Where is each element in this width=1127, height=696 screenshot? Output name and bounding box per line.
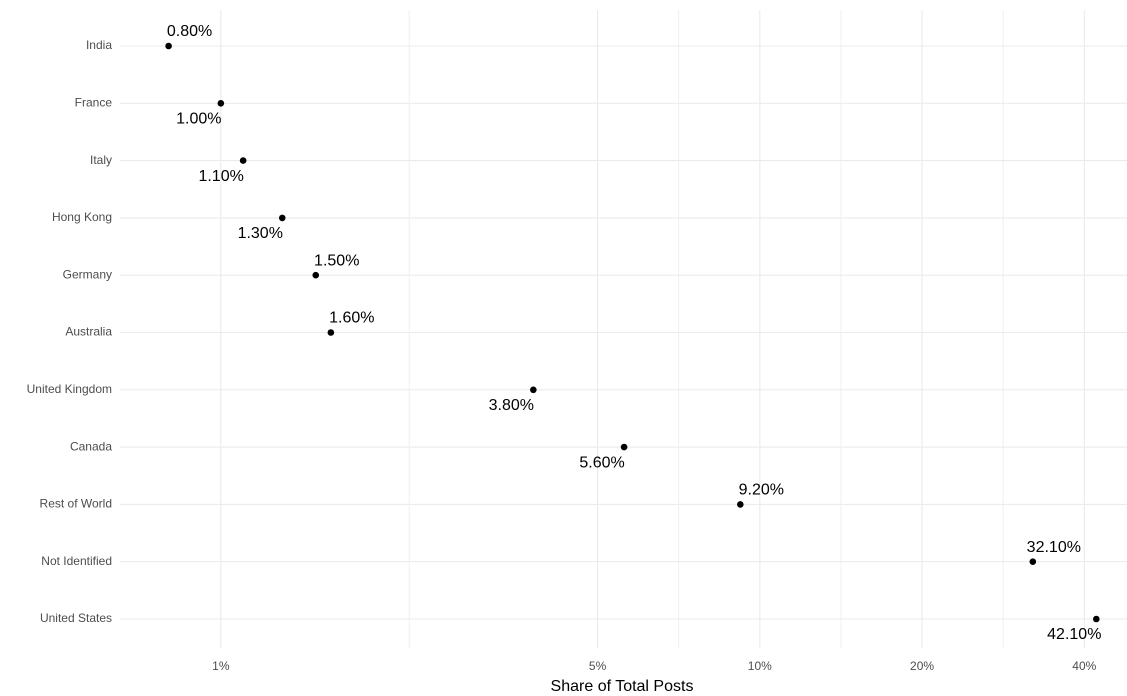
value-label: 1.10% <box>198 168 243 185</box>
y-tick-label: United Kingdom <box>27 382 112 396</box>
value-label: 9.20% <box>739 482 784 499</box>
y-tick-label: Not Identified <box>41 554 112 568</box>
point <box>327 329 335 336</box>
x-tick-label: 40% <box>1072 659 1096 673</box>
value-label: 1.60% <box>329 310 374 327</box>
y-tick-label: India <box>86 38 112 52</box>
y-tick-label: Hong Kong <box>52 210 112 224</box>
y-tick-label: Canada <box>70 439 112 453</box>
point <box>278 214 286 222</box>
point <box>217 100 225 107</box>
value-label: 42.10% <box>1047 626 1101 643</box>
value-label: 32.10% <box>1027 539 1081 556</box>
point <box>620 443 628 451</box>
y-tick-label: Germany <box>63 267 112 281</box>
point <box>165 42 172 50</box>
value-label: 0.80% <box>167 23 212 40</box>
value-label: 1.30% <box>238 225 283 242</box>
y-tick-label: Australia <box>65 325 112 339</box>
x-axis-title: Share of Total Posts <box>551 678 694 695</box>
y-tick-label: United States <box>40 611 112 625</box>
point <box>737 501 744 508</box>
point <box>1092 615 1100 623</box>
point <box>312 271 320 279</box>
value-label: 1.50% <box>314 252 359 269</box>
y-tick-label: Rest of World <box>40 497 112 511</box>
x-tick-label: 20% <box>910 659 934 673</box>
x-tick-label: 1% <box>212 659 230 673</box>
y-tick-label: Italy <box>90 153 112 167</box>
point <box>530 386 537 394</box>
x-tick-label: 10% <box>748 659 772 673</box>
value-label: 1.00% <box>176 111 221 128</box>
point <box>239 157 247 164</box>
value-label: 5.60% <box>579 454 624 471</box>
value-label: 3.80% <box>489 397 534 414</box>
y-tick-label: France <box>75 95 113 109</box>
point <box>1029 558 1037 565</box>
x-tick-label: 5% <box>589 659 607 673</box>
